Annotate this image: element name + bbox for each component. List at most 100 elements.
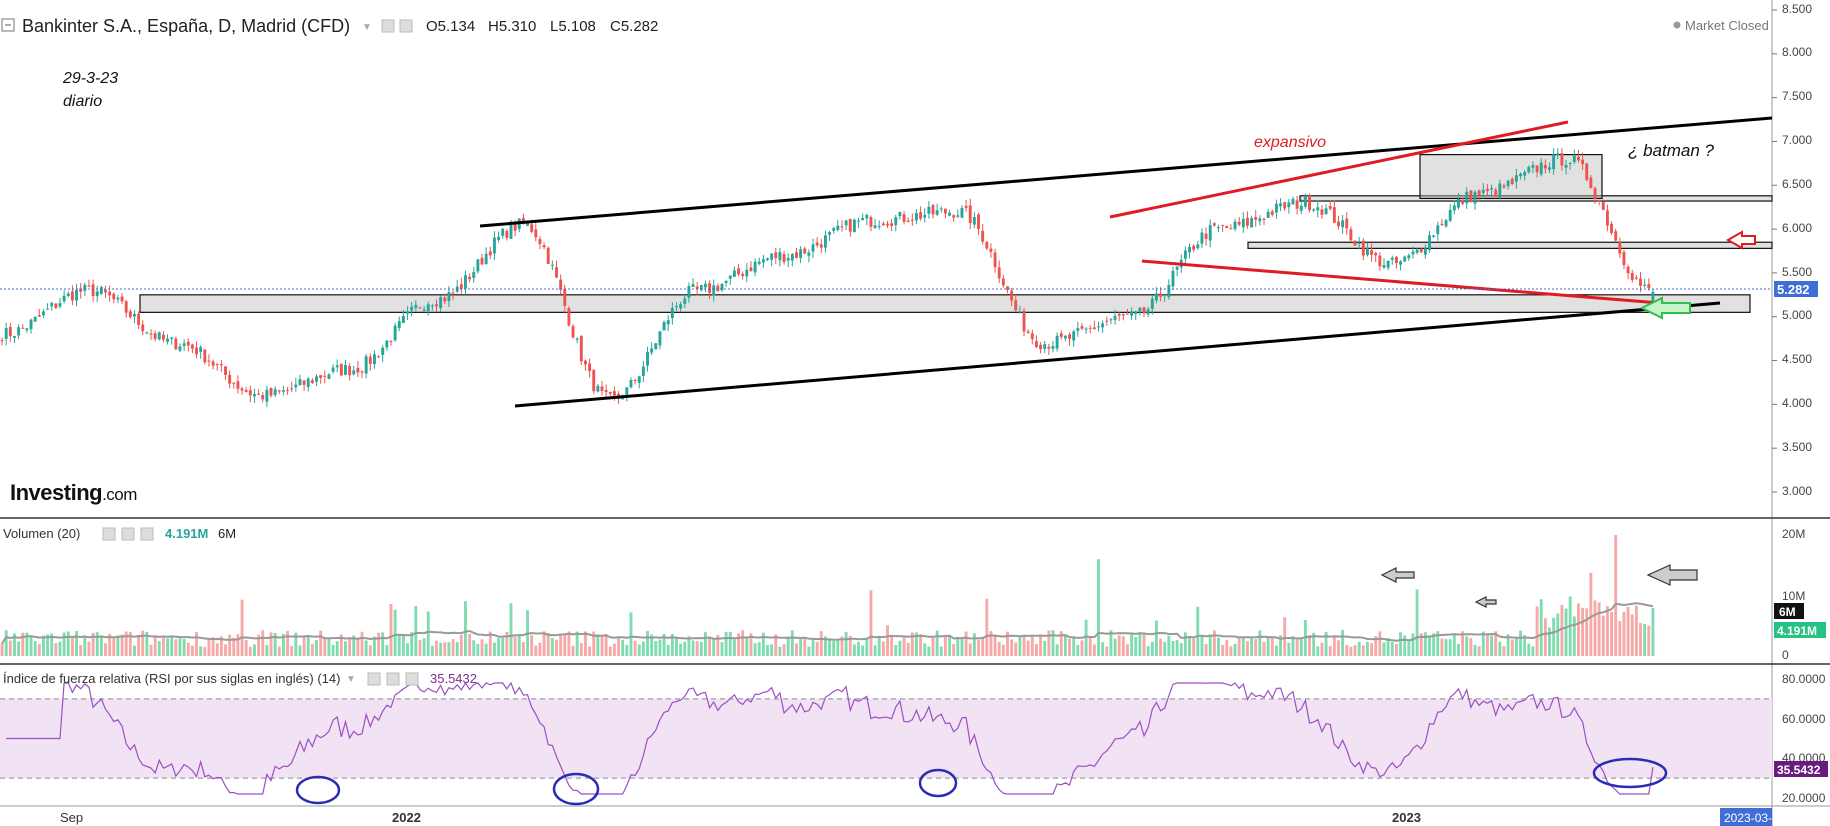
volume-bar [1647,625,1651,656]
annotation-batman[interactable]: ¿ batman ? [1628,141,1715,160]
expanding-lower-trendline[interactable] [1141,259,1673,306]
price-tick-label: 3.500 [1782,440,1812,454]
candle-body [1192,245,1196,250]
candle-body [422,309,426,311]
rsi-settings-icon[interactable] [386,672,400,686]
candle-body [1084,328,1088,330]
candle-body [128,311,132,318]
expanding-upper-trendline[interactable] [1109,120,1569,219]
candle-body [985,241,989,249]
candle-body [1614,231,1618,241]
volume-arrow-icon-1[interactable] [1380,567,1415,583]
candle-body [786,258,790,261]
settings-icon[interactable] [399,19,413,33]
volume-bar [149,644,153,656]
support-zone-main[interactable] [139,294,1751,313]
candle-body [1597,200,1601,202]
candle-body [1630,272,1634,280]
volume-bar [410,632,414,656]
candle-body [389,340,393,342]
volume-bar [873,645,877,656]
rsi-ellipse-3[interactable] [918,768,958,798]
volume-bar [261,630,265,656]
volume-bar [178,638,182,656]
volume-close-icon[interactable] [140,527,154,541]
volume-bar [1328,646,1332,656]
candle-body [323,375,327,377]
rsi-eye-icon[interactable] [367,672,381,686]
volume-bar [290,646,294,656]
volume-bar [468,633,472,656]
volume-bar [1030,634,1034,656]
candle-body [703,283,707,288]
volume-bar [1634,605,1638,656]
candle-body [935,210,939,215]
annotation-date[interactable]: 29-3-23 [62,70,118,87]
rsi-close-icon[interactable] [405,672,419,686]
candle-body [1370,250,1374,255]
ohlc-high: H5.310 [488,18,536,35]
candle-body [310,380,314,384]
candle-body [472,272,476,278]
batman-range-box[interactable] [1419,154,1603,200]
volume-bar [1622,611,1626,656]
candle-body [1034,341,1038,348]
annotation-expansivo[interactable]: expansivo [1254,134,1326,151]
volume-bar [1092,644,1096,656]
candle-body [120,296,124,302]
volume-bar [1188,636,1191,656]
volume-eye-icon[interactable] [102,527,116,541]
rsi-label[interactable]: Índice de fuerza relativa (RSI por sus s… [3,671,340,686]
candle-body [612,391,616,396]
chevron-down-icon[interactable]: ▼ [362,22,372,33]
candle-body [124,301,128,313]
rsi-ellipse-1[interactable] [295,775,341,805]
symbol-title[interactable]: Bankinter S.A., España, D, Madrid (CFD) [22,16,350,36]
red-left-arrow-icon[interactable] [1725,230,1756,250]
volume-bar [1163,641,1167,656]
rsi-ellipse-4[interactable] [1592,757,1668,789]
candle-body [1568,163,1572,165]
channel-upper-trendline[interactable] [479,116,1773,228]
volume-bar [464,601,467,656]
volume-bar [782,644,786,656]
candle-body [1047,346,1051,349]
volume-bar [1510,639,1514,656]
volume-series [0,535,1655,656]
volume-arrow-icon-3[interactable] [1646,564,1698,586]
green-left-arrow-icon[interactable] [1639,296,1691,320]
candle-body [509,222,513,239]
candle-body [1465,191,1469,204]
candle-body [1212,223,1216,226]
volume-bar [1266,637,1270,656]
channel-lower-trendline[interactable] [514,301,1721,408]
rsi-chevron-down-icon[interactable]: ▼ [346,674,356,685]
candle-body [141,324,145,332]
candle-body [104,289,107,293]
candle-body [861,217,865,221]
rsi-ellipse-2[interactable] [552,772,600,806]
volume-bar [563,634,567,656]
candle-body [1481,189,1485,193]
candle-body [381,347,385,355]
volume-arrow-icon-2[interactable] [1474,596,1497,608]
volume-bar [923,643,927,656]
volume-tick-label: 20M [1782,527,1805,541]
volume-bar [54,643,58,656]
volume-bar [1630,614,1634,656]
resistance-zone-5-8[interactable] [1247,241,1773,249]
volume-settings-icon[interactable] [121,527,135,541]
volume-label[interactable]: Volumen (20) [3,526,80,541]
eye-icon[interactable] [381,19,395,33]
volume-bar [62,632,66,656]
volume-bar [232,637,236,656]
candle-body [356,367,360,373]
annotation-period[interactable]: diario [63,93,102,110]
volume-bar [1432,633,1436,656]
volume-bar [426,611,430,656]
collapse-pane-icon[interactable] [1,18,15,32]
candle-body [348,366,352,376]
candle-body [203,349,207,363]
ohlc-close: C5.282 [610,18,658,35]
